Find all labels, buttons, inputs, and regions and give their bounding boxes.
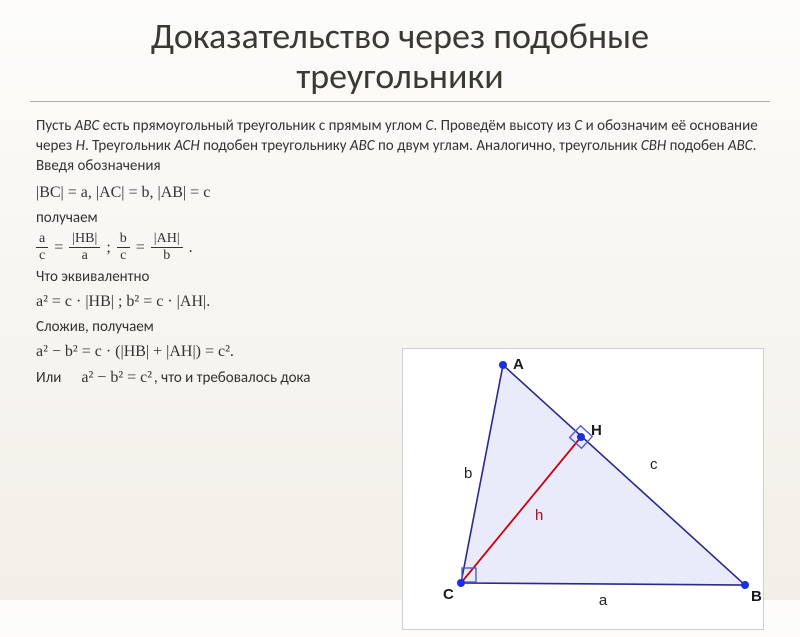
content-area: Пусть ABC есть прямоугольный треугольник… bbox=[0, 116, 800, 389]
text: подобен треугольнику bbox=[200, 137, 350, 155]
svg-text:h: h bbox=[535, 507, 543, 524]
label-adding: Сложив, получаем bbox=[36, 317, 764, 337]
den: c bbox=[36, 248, 48, 263]
num: |HB| bbox=[69, 232, 100, 248]
h: H bbox=[76, 137, 85, 155]
label-we-get: получаем bbox=[36, 208, 764, 228]
ach: ACH bbox=[174, 137, 200, 155]
num: a bbox=[36, 232, 48, 248]
svg-text:b: b bbox=[464, 465, 472, 482]
text: . Проведём высоту из bbox=[433, 117, 574, 135]
svg-text:c: c bbox=[650, 456, 658, 473]
def-formula: |BC| = a, |AC| = b, |AB| = c bbox=[36, 182, 210, 204]
abc: ABC bbox=[75, 117, 100, 135]
frac-ah-b: |AH|b bbox=[151, 232, 183, 263]
text: . Треугольник bbox=[85, 137, 174, 155]
triangle-diagram: A B C Ha b c h bbox=[402, 348, 764, 630]
abc3: ABC bbox=[728, 137, 753, 155]
dot: . bbox=[189, 237, 193, 259]
semi: ; bbox=[106, 237, 110, 259]
math-sum: a² − b² = c · (|HB| + |AH|) = c². bbox=[36, 341, 422, 363]
math-conclusion: Или a² − b² = c² , что и требовалось док… bbox=[36, 367, 422, 389]
text: подобен bbox=[666, 137, 728, 155]
math-definitions: |BC| = a, |AC| = b, |AB| = c bbox=[36, 182, 764, 204]
math-squares: a² = c · |HB| ; b² = c · |AH|. bbox=[36, 291, 422, 313]
frac-a-c: ac bbox=[36, 232, 48, 263]
svg-text:C: C bbox=[443, 586, 454, 603]
diagram-svg: A B C Ha b c h bbox=[403, 349, 765, 631]
svg-text:B: B bbox=[751, 588, 762, 605]
label-qed: , что и требовалось дока bbox=[154, 368, 310, 388]
den: a bbox=[79, 248, 91, 263]
frac-b-c: bc bbox=[117, 232, 130, 263]
intro-paragraph: Пусть ABC есть прямоугольный треугольник… bbox=[36, 116, 764, 177]
abc2: ABC bbox=[350, 137, 375, 155]
page-title: Доказательство через подобные треугольни… bbox=[30, 0, 770, 102]
sq-formula: a² = c · |HB| ; b² = c · |AH|. bbox=[36, 291, 210, 313]
text: Пусть bbox=[36, 117, 75, 135]
final-formula: a² − b² = c² bbox=[81, 367, 152, 389]
den: c bbox=[117, 248, 129, 263]
label-equivalent: Что эквивалентно bbox=[36, 267, 764, 287]
frac-hb-a: |HB|a bbox=[69, 232, 100, 263]
svg-text:H: H bbox=[591, 422, 602, 439]
math-ratios: ac = |HB|a ; bc = |AH|b . bbox=[36, 232, 764, 263]
sum-formula: a² − b² = c · (|HB| + |AH|) = c². bbox=[36, 341, 234, 363]
eq: = bbox=[54, 237, 63, 259]
num: b bbox=[117, 232, 130, 248]
svg-text:a: a bbox=[599, 592, 608, 609]
num: |AH| bbox=[151, 232, 183, 248]
label-or: Или bbox=[36, 368, 61, 388]
text: по двум углам. Аналогично, треугольник bbox=[375, 137, 641, 155]
svg-text:A: A bbox=[513, 356, 524, 373]
den: b bbox=[160, 248, 173, 263]
eq2: = bbox=[136, 237, 145, 259]
text: есть прямоугольный треугольник с прямым … bbox=[99, 117, 425, 135]
cbh: CBH bbox=[641, 137, 666, 155]
